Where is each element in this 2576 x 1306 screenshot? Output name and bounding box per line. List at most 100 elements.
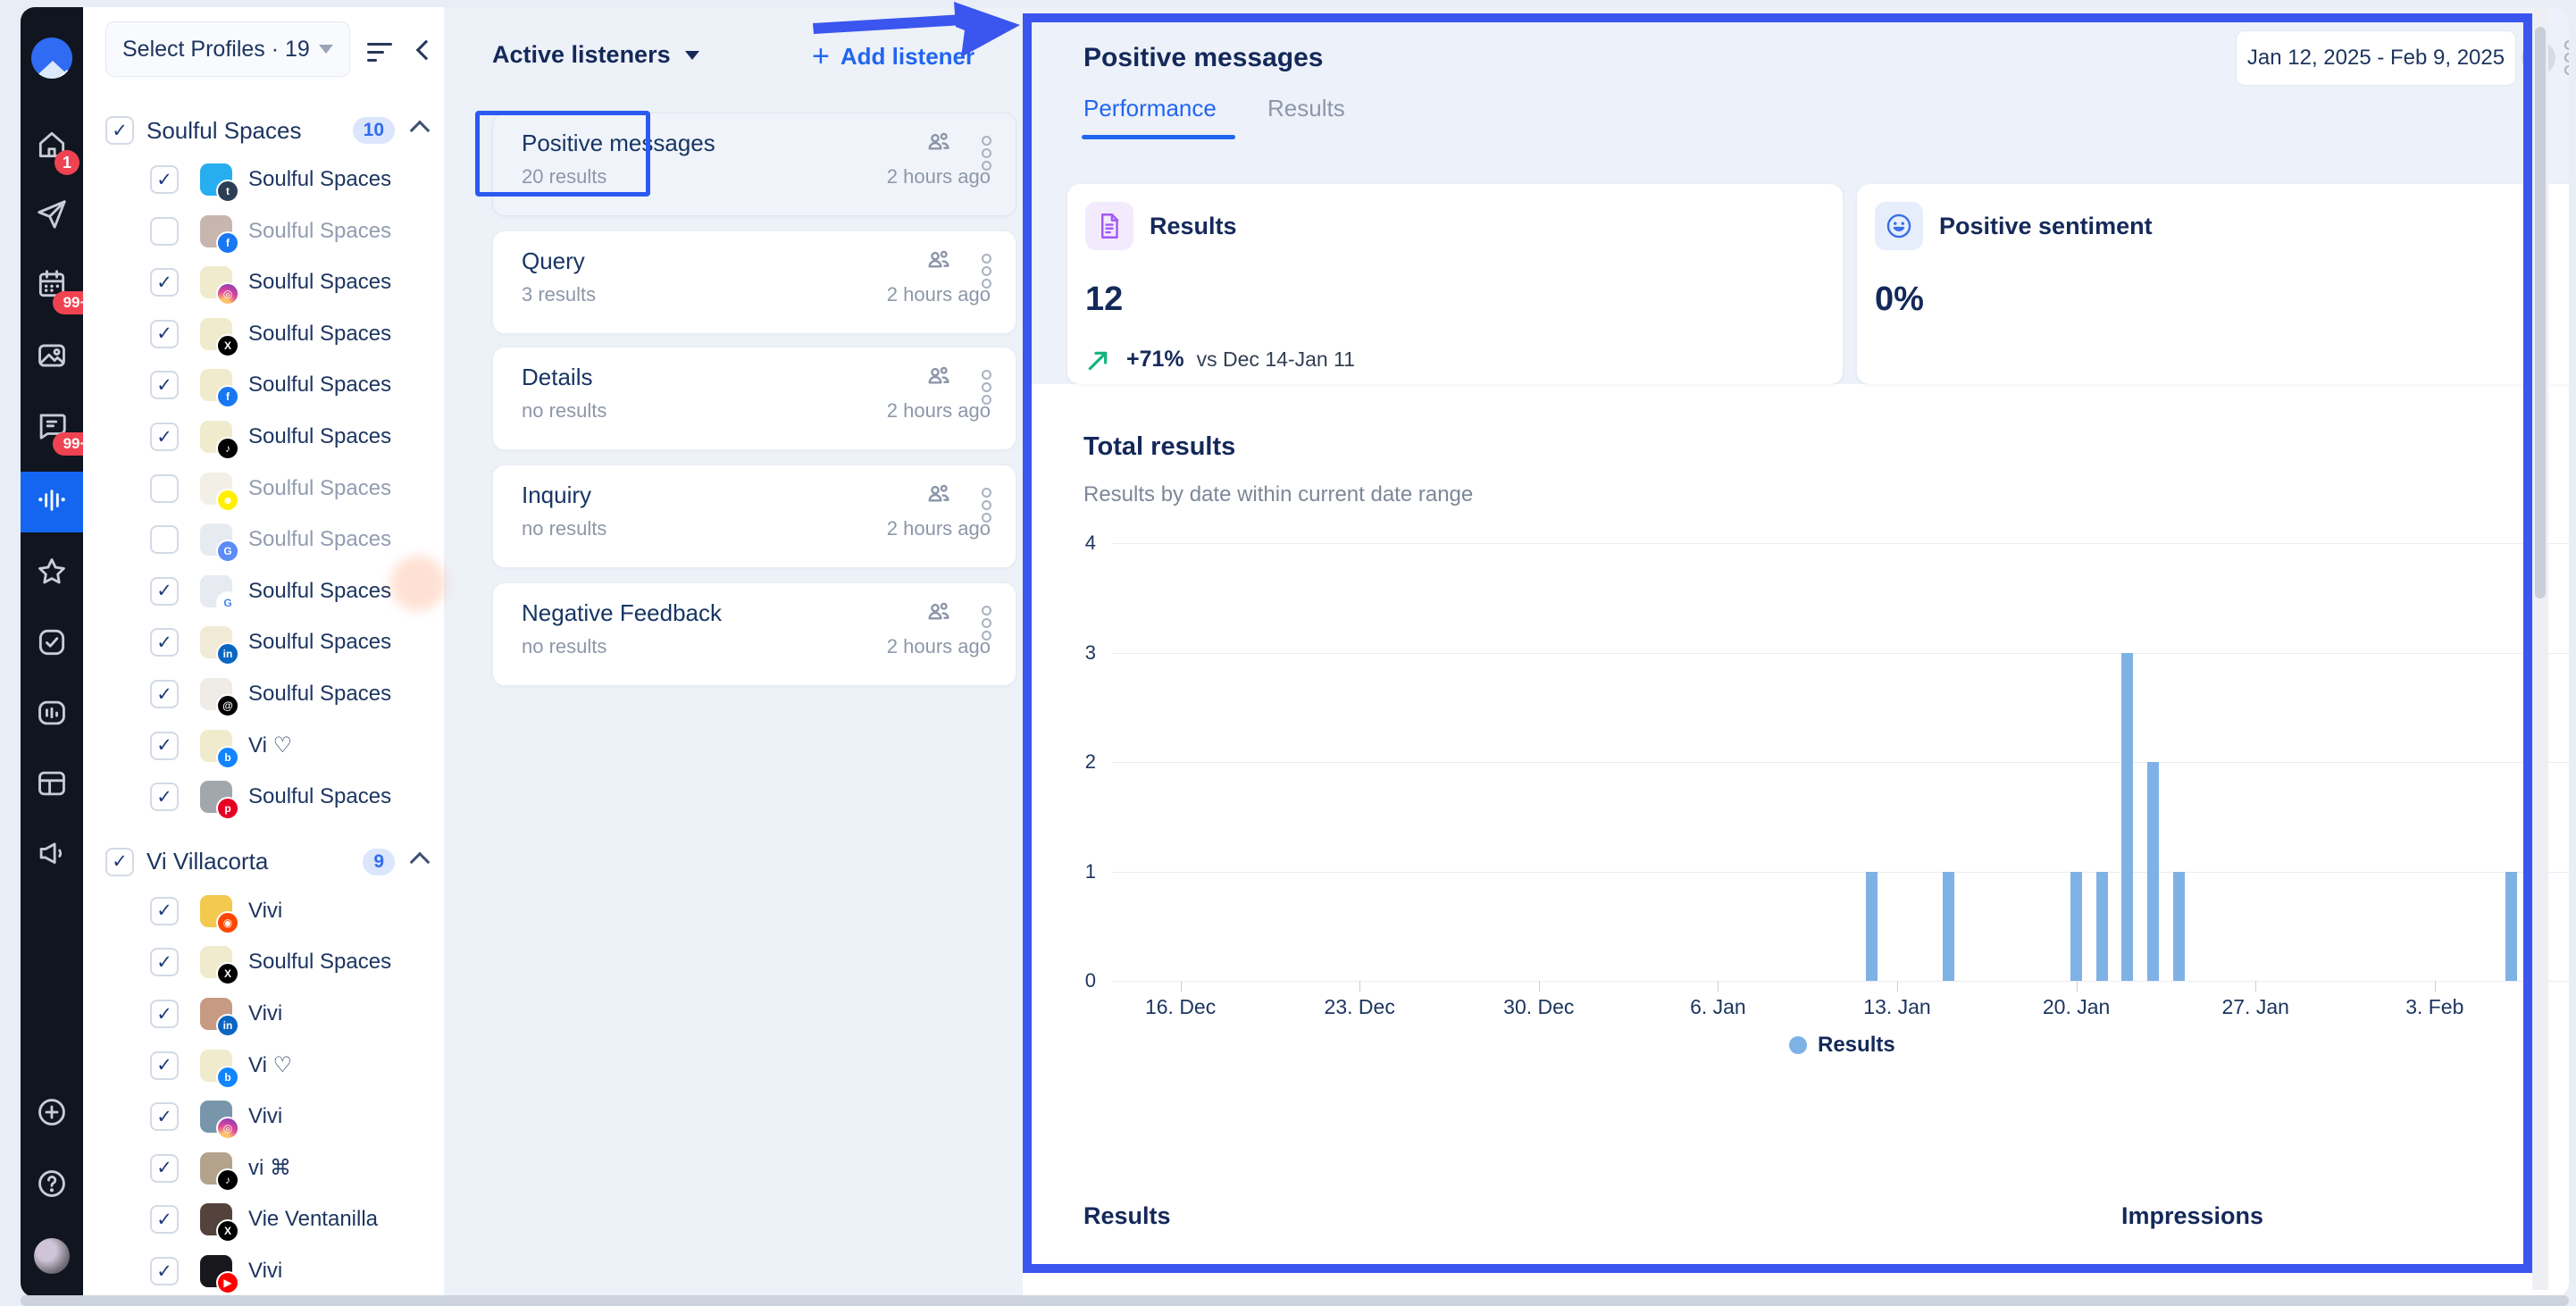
- assigned-profiles-icon[interactable]: [924, 128, 953, 161]
- profile-row[interactable]: ✓ b Vi ♡: [150, 725, 445, 769]
- horizontal-scrollbar[interactable]: [21, 1295, 2569, 1306]
- kebab-menu-icon[interactable]: [982, 367, 991, 407]
- rail-item-help[interactable]: [21, 1155, 83, 1216]
- listener-card-details[interactable]: Details no results 2 hours ago: [492, 347, 1016, 450]
- rail-item-megaphone[interactable]: [21, 825, 83, 886]
- chart-bar[interactable]: [2070, 871, 2083, 981]
- profile-checkbox[interactable]: ✓: [150, 628, 179, 657]
- profile-row[interactable]: ✓ ♪ Soulful Spaces: [150, 416, 445, 460]
- profile-checkbox[interactable]: ✓: [150, 1205, 179, 1235]
- profile-checkbox[interactable]: ✓: [150, 165, 179, 194]
- assigned-profiles-icon[interactable]: [924, 598, 953, 631]
- profile-checkbox[interactable]: [150, 216, 179, 246]
- listener-card-query[interactable]: Query 3 results 2 hours ago: [492, 230, 1016, 334]
- profile-row[interactable]: ✓ G Soulful Spaces: [150, 571, 445, 615]
- assigned-profiles-icon[interactable]: [924, 246, 953, 279]
- profile-checkbox[interactable]: ✓: [150, 948, 179, 977]
- chart-bar[interactable]: [2121, 652, 2134, 981]
- rail-item-avatar[interactable]: [21, 1226, 83, 1286]
- app-logo[interactable]: [31, 38, 72, 79]
- profile-checkbox[interactable]: ✓: [150, 1153, 179, 1183]
- vertical-scrollbar-thumb[interactable]: [2535, 27, 2546, 599]
- profile-checkbox[interactable]: ✓: [150, 1257, 179, 1285]
- group-checkbox[interactable]: ✓: [105, 847, 134, 876]
- boards-icon: [35, 766, 69, 805]
- rail-item-boards[interactable]: [21, 755, 83, 816]
- assigned-profiles-icon[interactable]: [924, 362, 953, 395]
- kebab-menu-icon[interactable]: [982, 603, 991, 643]
- profile-row[interactable]: ✓ ◎ Vivi: [150, 1096, 445, 1141]
- rail-item-calendar[interactable]: 99+: [21, 255, 99, 316]
- profile-row[interactable]: ✓ f Soulful Spaces: [150, 364, 445, 409]
- profile-row[interactable]: ✓ in Vivi: [150, 993, 445, 1037]
- panel-kebab-icon[interactable]: [2564, 38, 2569, 78]
- chart-legend[interactable]: Results: [1789, 1033, 1895, 1058]
- profile-row[interactable]: ✓ ▶ Vivi: [150, 1251, 445, 1294]
- profile-checkbox[interactable]: ✓: [150, 783, 179, 812]
- profile-checkbox[interactable]: [150, 473, 179, 503]
- rail-item-listening[interactable]: [21, 472, 83, 532]
- chevron-up-icon[interactable]: [409, 851, 431, 873]
- tab-results[interactable]: Results: [1267, 95, 1345, 121]
- collapse-sidebar-button[interactable]: [415, 39, 437, 62]
- profile-row[interactable]: ✓ X Vie Ventanilla: [150, 1199, 445, 1243]
- rail-item-send[interactable]: [21, 186, 83, 247]
- profile-row[interactable]: ✓ @ Soulful Spaces: [150, 674, 445, 717]
- profile-row[interactable]: ✓ in Soulful Spaces: [150, 622, 445, 666]
- profile-row[interactable]: ✓ ♪ vi ⌘: [150, 1148, 445, 1192]
- date-range-picker[interactable]: Jan 12, 2025 - Feb 9, 2025: [2236, 30, 2516, 86]
- kebab-menu-icon[interactable]: [982, 485, 991, 525]
- profile-checkbox[interactable]: ✓: [150, 1000, 179, 1028]
- profile-selector[interactable]: Select Profiles · 19: [105, 21, 350, 77]
- rail-item-home[interactable]: 1: [21, 116, 83, 177]
- chart-bar[interactable]: [2505, 871, 2518, 981]
- tab-performance[interactable]: Performance: [1083, 95, 1217, 121]
- profile-row[interactable]: ✓ t Soulful Spaces: [150, 159, 445, 203]
- profile-checkbox[interactable]: ✓: [150, 268, 179, 297]
- profile-checkbox[interactable]: ✓: [150, 576, 179, 606]
- listeners-header[interactable]: Active listeners: [492, 41, 699, 69]
- chevron-up-icon[interactable]: [409, 120, 431, 141]
- chart-bar[interactable]: [1865, 871, 1878, 981]
- profile-checkbox[interactable]: ✓: [150, 680, 179, 708]
- profile-checkbox[interactable]: ✓: [150, 371, 179, 400]
- chart-bar[interactable]: [2147, 762, 2160, 981]
- facebook-badge-icon: f: [216, 230, 239, 255]
- profile-row[interactable]: ✓ b Vi ♡: [150, 1045, 445, 1089]
- profile-checkbox[interactable]: ✓: [150, 896, 179, 925]
- rail-item-plus[interactable]: [21, 1084, 83, 1144]
- profile-row[interactable]: f Soulful Spaces: [150, 211, 445, 255]
- kebab-menu-icon[interactable]: [982, 251, 991, 291]
- chart-bar[interactable]: [2095, 871, 2108, 981]
- profile-checkbox[interactable]: ✓: [150, 1102, 179, 1132]
- assigned-profiles-icon[interactable]: [924, 480, 953, 513]
- profile-row[interactable]: ✓ X Soulful Spaces: [150, 314, 445, 357]
- profile-checkbox[interactable]: [150, 525, 179, 555]
- profile-row[interactable]: ✓ p Soulful Spaces: [150, 776, 445, 821]
- rail-item-media[interactable]: [21, 327, 83, 388]
- rail-item-reports[interactable]: [21, 684, 83, 745]
- listener-card-inquiry[interactable]: Inquiry no results 2 hours ago: [492, 465, 1016, 568]
- chart-bar[interactable]: [1942, 871, 1954, 981]
- chart-bar[interactable]: [2172, 871, 2185, 981]
- add-listener-button[interactable]: + Add listener: [812, 39, 974, 74]
- filter-icon[interactable]: [367, 38, 394, 67]
- profile-checkbox[interactable]: ✓: [150, 319, 179, 348]
- rail-item-inbox[interactable]: 99+: [21, 397, 99, 457]
- group-checkbox[interactable]: ✓: [105, 116, 134, 145]
- profile-row[interactable]: G Soulful Spaces: [150, 519, 445, 564]
- profile-checkbox[interactable]: ✓: [150, 1051, 179, 1080]
- profile-row[interactable]: ☻ Soulful Spaces: [150, 468, 445, 512]
- profile-row[interactable]: ✓ ◎ Soulful Spaces: [150, 262, 445, 306]
- listener-card-negative-feedback[interactable]: Negative Feedback no results 2 hours ago: [492, 582, 1016, 686]
- profile-checkbox[interactable]: ✓: [150, 731, 179, 760]
- profile-row[interactable]: ✓ X Soulful Spaces: [150, 942, 445, 986]
- profile-group-vi-villacorta[interactable]: ✓ Vi Villacorta 9: [105, 844, 431, 880]
- rail-item-star[interactable]: [21, 543, 83, 604]
- profile-row[interactable]: ✓ ◉ Vivi: [150, 891, 445, 934]
- listener-card-positive-messages[interactable]: Positive messages 20 results 2 hours ago: [492, 113, 1016, 216]
- kebab-menu-icon[interactable]: [982, 133, 991, 173]
- profile-group-soulful-spaces[interactable]: ✓ Soulful Spaces 10: [105, 113, 431, 148]
- profile-checkbox[interactable]: ✓: [150, 423, 179, 451]
- rail-item-tasks[interactable]: [21, 614, 83, 674]
